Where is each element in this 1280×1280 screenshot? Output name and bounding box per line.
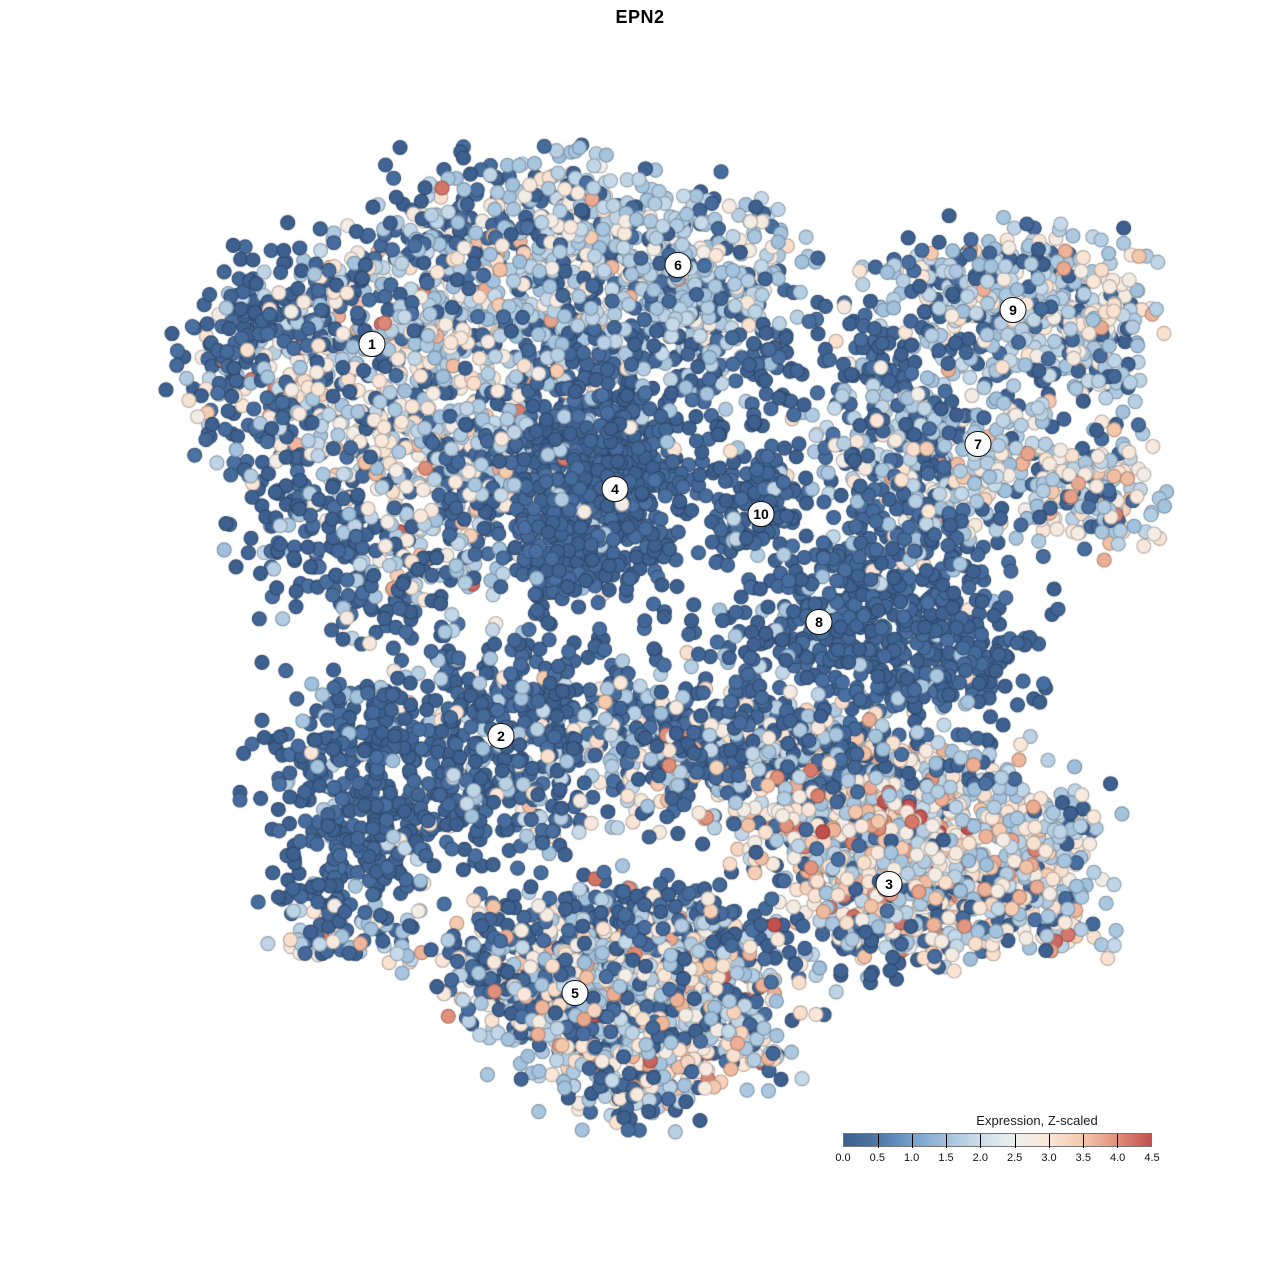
legend-tick-label-3.5: 3.5 xyxy=(1075,1152,1091,1164)
cluster-label-1: 1 xyxy=(358,331,386,357)
legend-tick-label-0.5: 0.5 xyxy=(869,1152,885,1164)
legend-tick-mark xyxy=(912,1134,914,1148)
legend-gradient-bar xyxy=(843,1133,1152,1148)
legend-tick-label-3.0: 3.0 xyxy=(1041,1152,1057,1164)
legend-tick-mark xyxy=(878,1134,880,1148)
legend-tick-label-1.0: 1.0 xyxy=(904,1152,920,1164)
cluster-label-5: 5 xyxy=(561,980,589,1006)
legend-tick-label-2.5: 2.5 xyxy=(1007,1152,1023,1164)
legend-tick-label-0.0: 0.0 xyxy=(835,1152,851,1164)
legend-tick-mark xyxy=(980,1134,982,1148)
legend-tick-label-2.0: 2.0 xyxy=(972,1152,988,1164)
cluster-label-8: 8 xyxy=(805,609,833,635)
cluster-label-4: 4 xyxy=(601,476,629,502)
legend-tick-label-4.5: 4.5 xyxy=(1144,1152,1160,1164)
legend-tick-labels: 0.0 0.5 1.0 1.5 2.0 2.5 3.0 3.5 4.0 4.5 xyxy=(835,1133,1159,1164)
legend-tick-mark xyxy=(1082,1134,1084,1148)
legend-tick-label-1.5: 1.5 xyxy=(938,1152,954,1164)
legend-tick-mark xyxy=(1116,1134,1118,1148)
legend-tick-mark xyxy=(1014,1134,1016,1148)
legend-title: Expression, Z-scaled xyxy=(976,1113,1098,1128)
legend-tick-label-4.0: 4.0 xyxy=(1110,1152,1126,1164)
cluster-label-3: 3 xyxy=(875,871,903,897)
cluster-label-9: 9 xyxy=(999,297,1027,323)
cluster-label-2: 2 xyxy=(487,723,515,749)
cluster-label-6: 6 xyxy=(664,252,692,278)
legend-tick-mark xyxy=(1048,1134,1050,1148)
cluster-label-10: 10 xyxy=(747,501,775,527)
legend-tick-mark xyxy=(946,1134,948,1148)
cluster-label-7: 7 xyxy=(964,431,992,457)
